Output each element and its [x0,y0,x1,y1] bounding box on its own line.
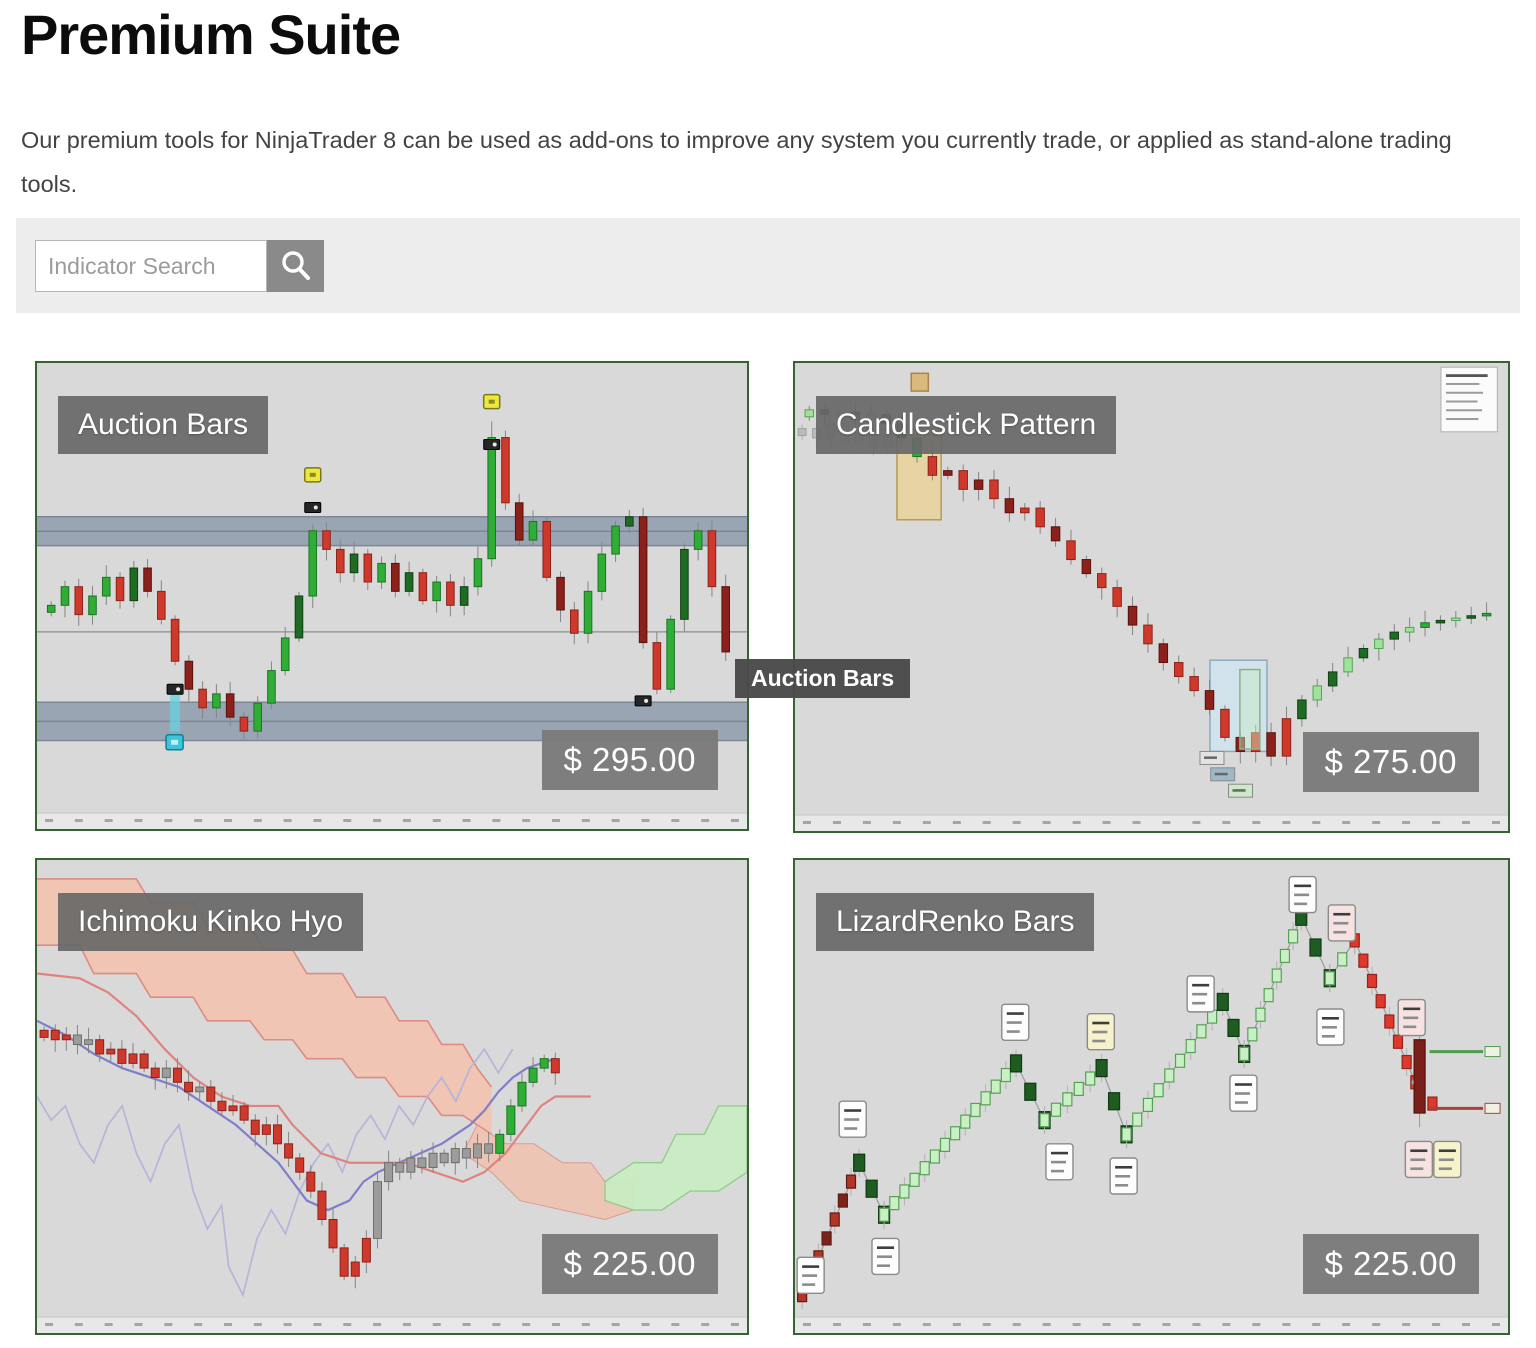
product-name-overlay: Auction Bars [58,396,269,454]
auction-bars-tooltip: Auction Bars [735,659,911,698]
product-card-candlestick-pattern[interactable]: Candlestick Pattern $ 275.00 [793,361,1510,833]
search-input[interactable] [35,240,267,292]
page-title: Premium Suite [21,3,401,66]
lizardrenko-chart-thumbnail [795,875,1508,1333]
indicator-search-bar [16,218,1520,313]
search-icon [279,249,313,283]
product-name-overlay: LizardRenko Bars [816,893,1095,951]
product-card-lizardrenko-bars[interactable]: LizardRenko Bars $ 225.00 [793,858,1510,1335]
product-price: $ 225.00 [541,1234,718,1294]
product-price: $ 275.00 [1302,732,1479,792]
page-description: Our premium tools for NinjaTrader 8 can … [21,127,1452,197]
product-price: $ 225.00 [1302,1234,1479,1294]
product-name-overlay: Ichimoku Kinko Hyo [58,893,364,951]
product-card-ichimoku-kinko-hyo[interactable]: Ichimoku Kinko Hyo $ 225.00 [35,858,749,1335]
product-price: $ 295.00 [541,730,718,790]
product-name-overlay: Candlestick Pattern [816,396,1117,454]
search-button[interactable] [267,240,324,292]
product-card-auction-bars[interactable]: Auction Bars $ 295.00 [35,361,749,831]
